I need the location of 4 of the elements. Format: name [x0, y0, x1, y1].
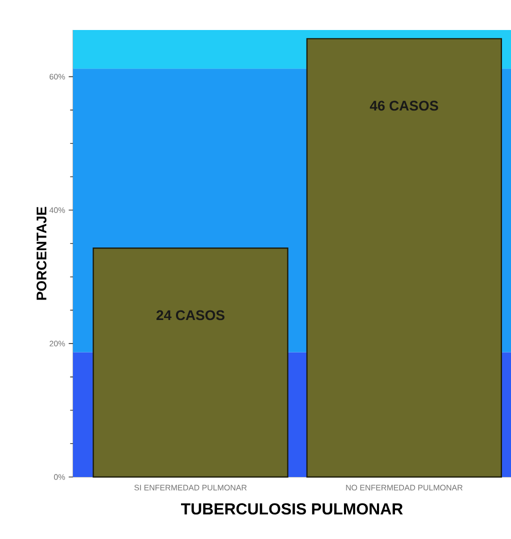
- annotation: 24 CASOS: [156, 310, 224, 320]
- x-axis-title: TUBERCULOSIS PULMONAR: [180, 503, 403, 515]
- annotation: 46 CASOS: [370, 100, 438, 111]
- y-axis-title: PORCENTAJE: [36, 206, 46, 300]
